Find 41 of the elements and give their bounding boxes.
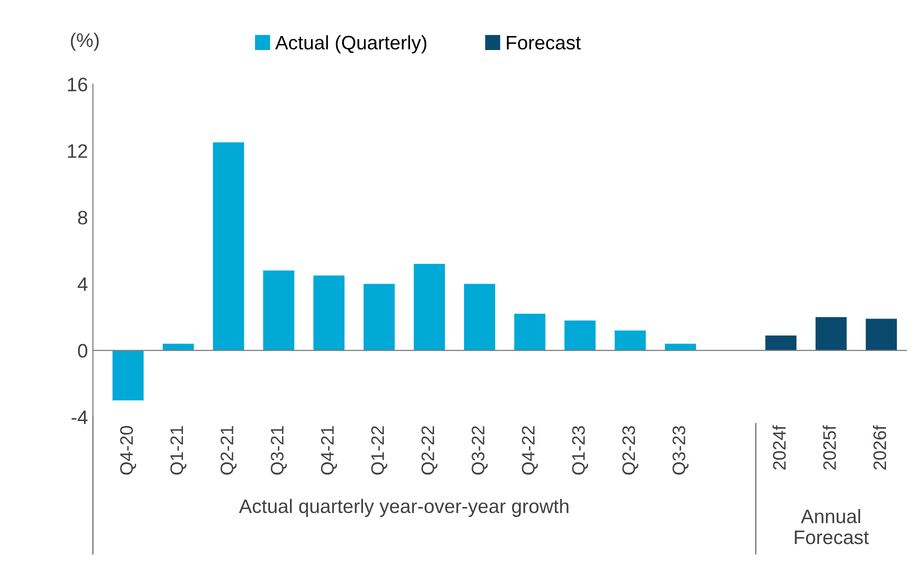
legend-label: Forecast — [506, 36, 581, 50]
x-tick-label: 2024f — [772, 425, 786, 470]
bar — [212, 142, 244, 350]
y-tick-label: 12 — [68, 144, 88, 158]
legend-label: Actual (Quarterly) — [275, 35, 426, 54]
bar — [162, 344, 194, 350]
bar — [464, 284, 496, 350]
bar — [514, 314, 546, 350]
x-tick-label: 2026f — [872, 425, 886, 470]
x-tick-label: Q2-22 — [421, 426, 438, 475]
x-tick-label: Q3-23 — [672, 426, 689, 475]
y-tick-label: 4 — [78, 278, 88, 291]
x-tick-label: Q1-21 — [170, 426, 186, 475]
y-tick-label: 16 — [68, 78, 88, 92]
bar — [564, 320, 596, 350]
text: Actual quarterly year-over-year growth — [238, 498, 568, 517]
y-tick-label: -4 — [72, 410, 88, 424]
text: Annual Forecast — [794, 508, 869, 544]
x-tick-label: Q3-22 — [472, 426, 488, 475]
bar — [414, 264, 445, 350]
bar — [664, 344, 696, 350]
bar — [866, 318, 897, 350]
x-tick-label: 2025f — [822, 425, 836, 470]
x-tick-label: Q1-23 — [572, 426, 588, 475]
bar — [263, 270, 294, 350]
x-tick-label: Q2-23 — [622, 426, 638, 475]
x-tick-label: Q2-21 — [220, 426, 237, 475]
x-tick-label: Q4-21 — [321, 426, 338, 475]
bar — [765, 335, 796, 350]
y-tick-label: 8 — [78, 210, 88, 225]
y-tick-label: 0 — [78, 344, 88, 358]
x-tick-label: Q3-21 — [270, 426, 287, 475]
x-tick-label: Q4-20 — [120, 426, 136, 475]
bar — [614, 330, 646, 350]
bar — [313, 276, 345, 350]
bar — [112, 350, 144, 400]
bar — [364, 284, 395, 350]
x-tick-label: Q4-22 — [522, 426, 538, 475]
y-axis-title: (%) — [70, 32, 99, 51]
x-tick-label: Q1-22 — [371, 426, 388, 475]
bar — [816, 317, 847, 350]
